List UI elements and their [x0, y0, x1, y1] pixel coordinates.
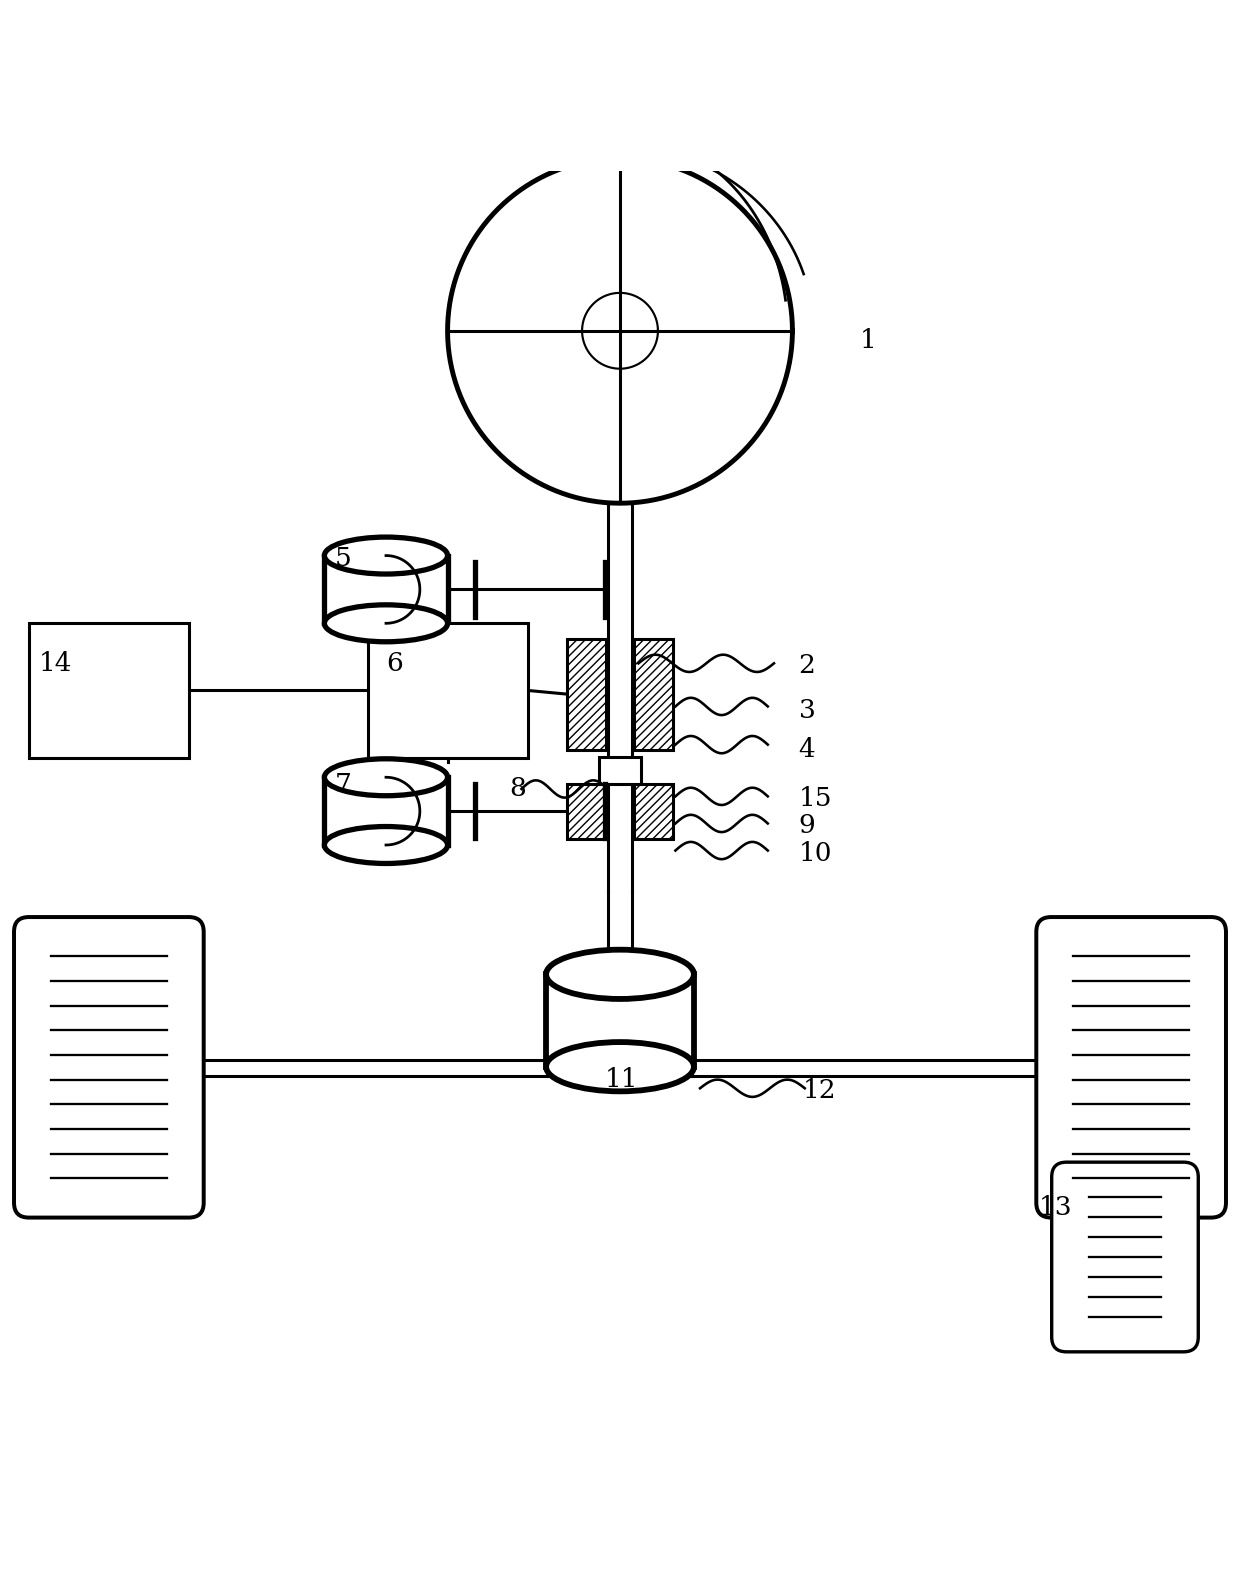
- Bar: [567, 783, 606, 840]
- Text: 3: 3: [799, 698, 816, 722]
- Bar: [367, 623, 528, 758]
- Bar: [567, 639, 606, 750]
- Ellipse shape: [325, 758, 448, 796]
- FancyBboxPatch shape: [1052, 1162, 1198, 1351]
- Text: 14: 14: [38, 651, 72, 676]
- Text: 8: 8: [510, 777, 526, 802]
- Text: 11: 11: [605, 1066, 639, 1092]
- FancyBboxPatch shape: [1037, 917, 1226, 1218]
- Ellipse shape: [325, 826, 448, 864]
- Text: 15: 15: [799, 786, 832, 812]
- Bar: [29, 623, 188, 758]
- Text: 5: 5: [335, 546, 351, 571]
- Bar: [599, 757, 641, 783]
- Bar: [634, 639, 673, 750]
- Text: 6: 6: [386, 651, 403, 676]
- Bar: [325, 777, 448, 845]
- FancyBboxPatch shape: [14, 917, 203, 1218]
- Text: 13: 13: [1039, 1195, 1073, 1221]
- Text: 2: 2: [799, 653, 816, 678]
- Text: 1: 1: [861, 329, 877, 352]
- Text: 7: 7: [335, 771, 351, 796]
- Bar: [325, 555, 448, 623]
- Text: 9: 9: [799, 813, 816, 838]
- Text: 10: 10: [799, 840, 832, 865]
- Ellipse shape: [325, 606, 448, 642]
- Text: 4: 4: [799, 738, 816, 761]
- Ellipse shape: [546, 1041, 694, 1092]
- Ellipse shape: [325, 536, 448, 574]
- Text: 12: 12: [802, 1078, 836, 1103]
- Bar: [634, 783, 673, 840]
- Ellipse shape: [546, 950, 694, 999]
- Bar: [546, 974, 694, 1066]
